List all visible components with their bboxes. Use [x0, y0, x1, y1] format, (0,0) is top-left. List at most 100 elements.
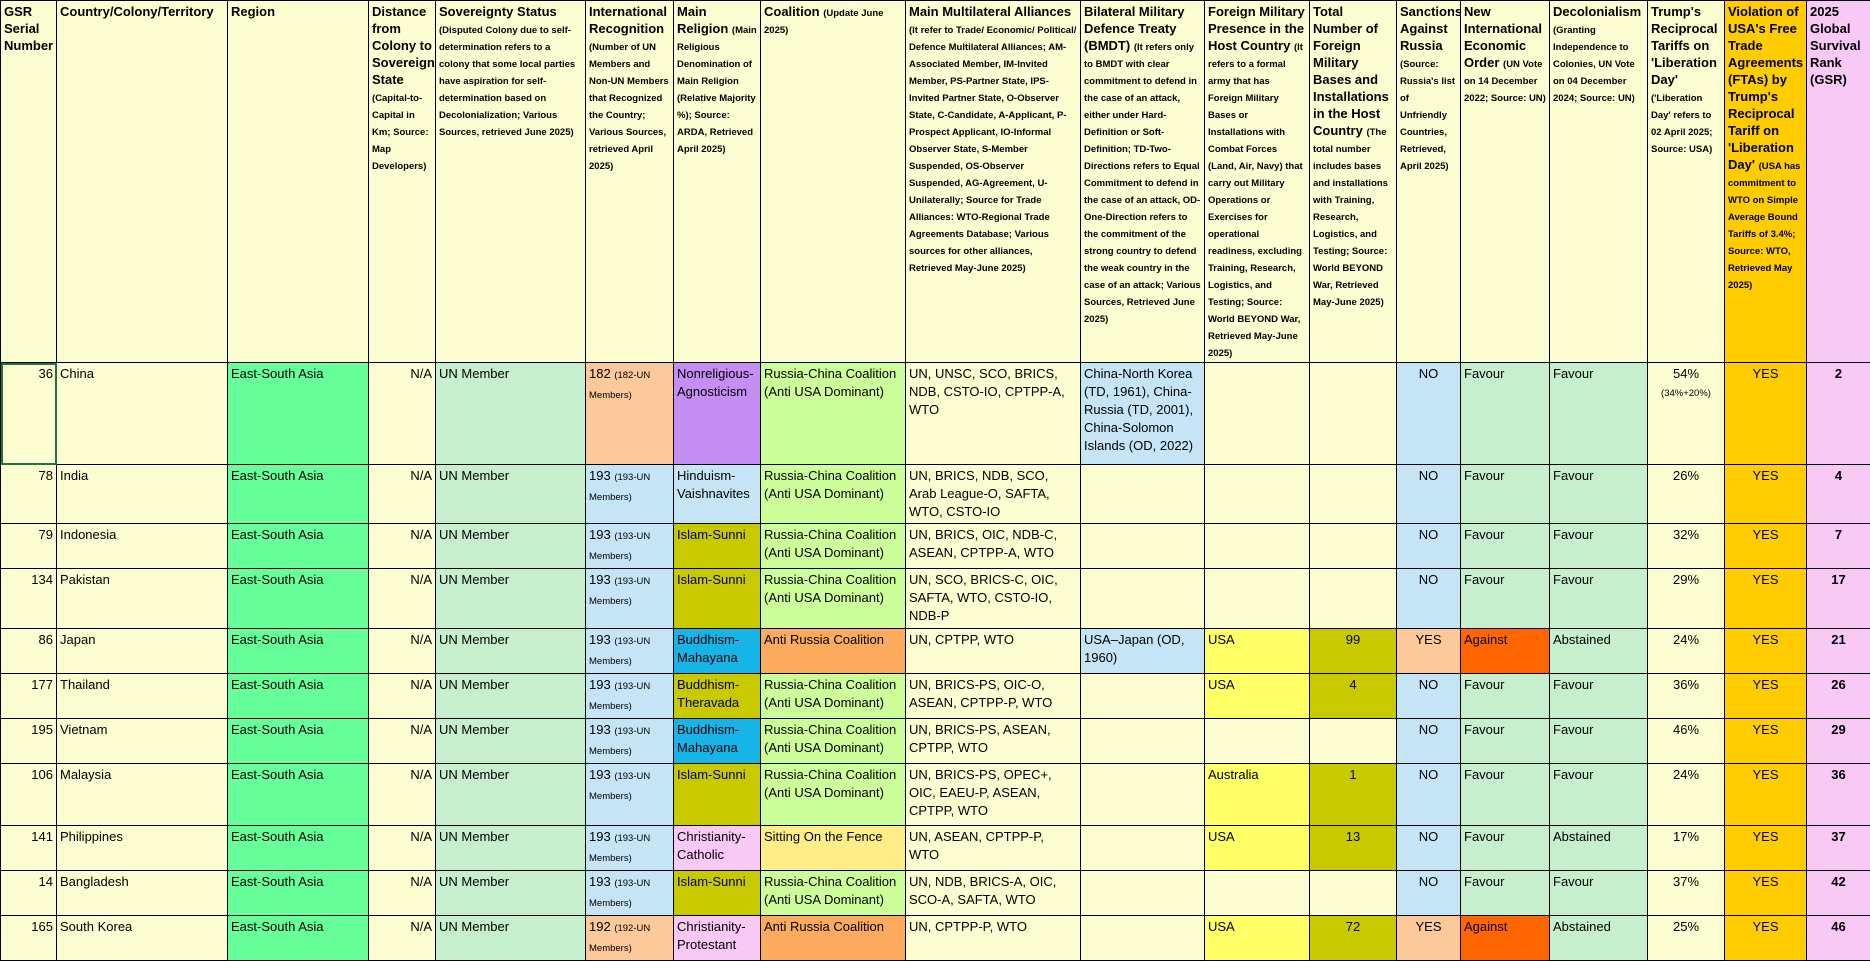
cell-recognition[interactable]: 193 (193-UN Members)	[586, 764, 674, 826]
cell-serial[interactable]: 36	[1, 363, 57, 465]
cell-fta[interactable]: YES	[1725, 629, 1807, 674]
cell-religion[interactable]: Islam-Sunni	[674, 524, 761, 569]
cell-decol[interactable]: Abstained	[1550, 826, 1648, 871]
header-fmp[interactable]: Foreign Military Presence in the Host Co…	[1205, 1, 1310, 363]
cell-sanctions[interactable]: NO	[1397, 674, 1461, 719]
header-tariffs[interactable]: Trump's Reciprocal Tariffs on 'Liberatio…	[1648, 1, 1725, 363]
cell-bases[interactable]	[1310, 524, 1397, 569]
cell-recognition[interactable]: 193 (193-UN Members)	[586, 674, 674, 719]
cell-distance[interactable]: N/A	[369, 674, 436, 719]
cell-coalition[interactable]: Russia-China Coalition (Anti USA Dominan…	[761, 524, 906, 569]
cell-decol[interactable]: Favour	[1550, 569, 1648, 629]
header-alliances[interactable]: Main Multilateral Alliances (It refer to…	[906, 1, 1081, 363]
cell-fta[interactable]: YES	[1725, 719, 1807, 764]
cell-recognition[interactable]: 193 (193-UN Members)	[586, 524, 674, 569]
cell-serial[interactable]: 14	[1, 871, 57, 916]
cell-bmdt[interactable]: China-North Korea (TD, 1961), China-Russ…	[1081, 363, 1205, 465]
cell-country[interactable]: India	[57, 465, 228, 524]
cell-bases[interactable]: 13	[1310, 826, 1397, 871]
cell-recognition[interactable]: 193 (193-UN Members)	[586, 629, 674, 674]
cell-status[interactable]: UN Member	[436, 871, 586, 916]
cell-bases[interactable]	[1310, 363, 1397, 465]
cell-coalition[interactable]: Russia-China Coalition (Anti USA Dominan…	[761, 871, 906, 916]
cell-distance[interactable]: N/A	[369, 871, 436, 916]
cell-nieo[interactable]: Favour	[1461, 569, 1550, 629]
cell-alliances[interactable]: UN, BRICS, NDB, SCO, Arab League-O, SAFT…	[906, 465, 1081, 524]
cell-bmdt[interactable]	[1081, 916, 1205, 961]
cell-region[interactable]: East-South Asia	[228, 524, 369, 569]
cell-status[interactable]: UN Member	[436, 674, 586, 719]
cell-fmp[interactable]	[1205, 871, 1310, 916]
cell-nieo[interactable]: Favour	[1461, 465, 1550, 524]
cell-tariff[interactable]: 26%	[1648, 465, 1725, 524]
cell-tariff[interactable]: 24%	[1648, 629, 1725, 674]
header-fta[interactable]: Violation of USA's Free Trade Agreements…	[1725, 1, 1807, 363]
cell-distance[interactable]: N/A	[369, 363, 436, 465]
cell-serial[interactable]: 106	[1, 764, 57, 826]
cell-region[interactable]: East-South Asia	[228, 674, 369, 719]
cell-fta[interactable]: YES	[1725, 764, 1807, 826]
cell-serial[interactable]: 165	[1, 916, 57, 961]
cell-status[interactable]: UN Member	[436, 629, 586, 674]
header-sanctions[interactable]: Sanctions Against Russia (Source: Russia…	[1397, 1, 1461, 363]
cell-country[interactable]: Philippines	[57, 826, 228, 871]
cell-distance[interactable]: N/A	[369, 764, 436, 826]
cell-rank[interactable]: 46	[1807, 916, 1870, 961]
cell-bmdt[interactable]	[1081, 569, 1205, 629]
cell-fta[interactable]: YES	[1725, 916, 1807, 961]
cell-recognition[interactable]: 193 (193-UN Members)	[586, 826, 674, 871]
cell-sanctions[interactable]: NO	[1397, 363, 1461, 465]
cell-distance[interactable]: N/A	[369, 826, 436, 871]
cell-fmp[interactable]	[1205, 363, 1310, 465]
cell-tariff[interactable]: 29%	[1648, 569, 1725, 629]
cell-tariff[interactable]: 46%	[1648, 719, 1725, 764]
cell-rank[interactable]: 4	[1807, 465, 1870, 524]
cell-serial[interactable]: 86	[1, 629, 57, 674]
cell-coalition[interactable]: Russia-China Coalition (Anti USA Dominan…	[761, 363, 906, 465]
cell-bmdt[interactable]	[1081, 465, 1205, 524]
cell-recognition[interactable]: 192 (192-UN Members)	[586, 916, 674, 961]
header-nieo[interactable]: New International Economic Order (UN Vot…	[1461, 1, 1550, 363]
cell-fmp[interactable]: USA	[1205, 629, 1310, 674]
cell-alliances[interactable]: UN, CPTPP-P, WTO	[906, 916, 1081, 961]
cell-distance[interactable]: N/A	[369, 719, 436, 764]
cell-coalition[interactable]: Russia-China Coalition (Anti USA Dominan…	[761, 719, 906, 764]
cell-decol[interactable]: Favour	[1550, 465, 1648, 524]
cell-bases[interactable]	[1310, 465, 1397, 524]
cell-serial[interactable]: 134	[1, 569, 57, 629]
cell-status[interactable]: UN Member	[436, 363, 586, 465]
cell-tariff[interactable]: 37%	[1648, 871, 1725, 916]
cell-rank[interactable]: 2	[1807, 363, 1870, 465]
cell-fmp[interactable]	[1205, 569, 1310, 629]
cell-serial[interactable]: 195	[1, 719, 57, 764]
cell-fta[interactable]: YES	[1725, 871, 1807, 916]
cell-religion[interactable]: Christianity-Protestant	[674, 916, 761, 961]
cell-coalition[interactable]: Sitting On the Fence	[761, 826, 906, 871]
cell-religion[interactable]: Christianity-Catholic	[674, 826, 761, 871]
cell-nieo[interactable]: Favour	[1461, 674, 1550, 719]
cell-rank[interactable]: 36	[1807, 764, 1870, 826]
cell-coalition[interactable]: Russia-China Coalition (Anti USA Dominan…	[761, 569, 906, 629]
cell-serial[interactable]: 141	[1, 826, 57, 871]
header-religion[interactable]: Main Religion (Main Religious Denominati…	[674, 1, 761, 363]
cell-status[interactable]: UN Member	[436, 719, 586, 764]
cell-coalition[interactable]: Anti Russia Coalition	[761, 629, 906, 674]
cell-rank[interactable]: 26	[1807, 674, 1870, 719]
cell-decol[interactable]: Favour	[1550, 719, 1648, 764]
cell-coalition[interactable]: Anti Russia Coalition	[761, 916, 906, 961]
cell-coalition[interactable]: Russia-China Coalition (Anti USA Dominan…	[761, 465, 906, 524]
cell-bases[interactable]: 1	[1310, 764, 1397, 826]
cell-tariff[interactable]: 17%	[1648, 826, 1725, 871]
cell-sanctions[interactable]: NO	[1397, 764, 1461, 826]
header-bmdt[interactable]: Bilateral Military Defence Treaty (BMDT)…	[1081, 1, 1205, 363]
cell-sanctions[interactable]: NO	[1397, 524, 1461, 569]
cell-distance[interactable]: N/A	[369, 524, 436, 569]
cell-rank[interactable]: 17	[1807, 569, 1870, 629]
cell-fmp[interactable]: USA	[1205, 916, 1310, 961]
cell-status[interactable]: UN Member	[436, 764, 586, 826]
cell-nieo[interactable]: Favour	[1461, 871, 1550, 916]
cell-bases[interactable]: 4	[1310, 674, 1397, 719]
cell-alliances[interactable]: UN, CPTPP, WTO	[906, 629, 1081, 674]
cell-religion[interactable]: Hinduism-Vaishnavites	[674, 465, 761, 524]
cell-decol[interactable]: Favour	[1550, 871, 1648, 916]
